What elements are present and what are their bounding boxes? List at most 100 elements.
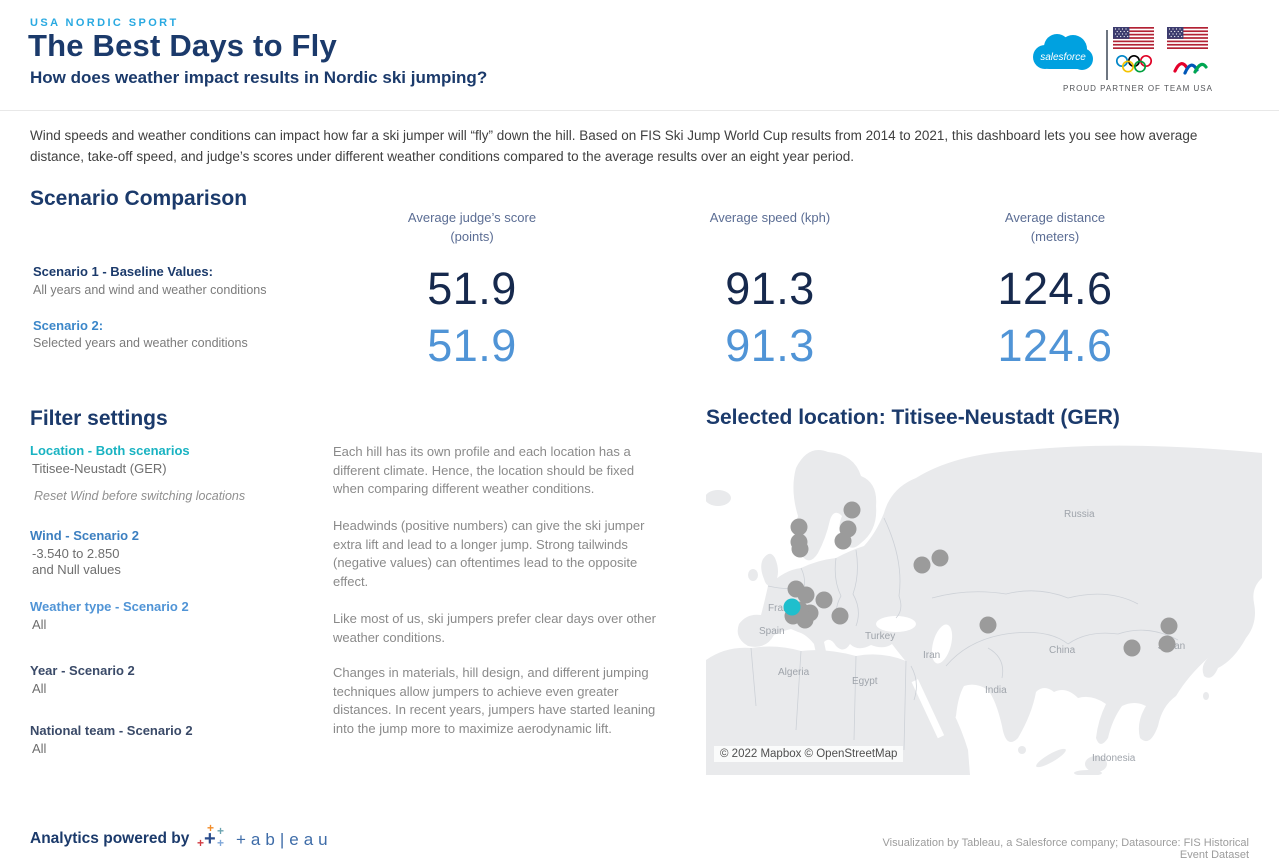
analytics-powered-by-label: Analytics powered by (30, 830, 190, 847)
map-country-label: Egypt (852, 676, 878, 687)
map-dots[interactable] (783, 501, 1178, 657)
scenario1-speed-value: 91.3 (725, 263, 815, 314)
partner-divider (1106, 30, 1108, 80)
brand-eyebrow: USA NORDIC SPORT (30, 17, 179, 29)
tableau-plus-orange: + (207, 821, 215, 835)
note-clear-days: Like most of us, ski jumpers prefer clea… (333, 611, 656, 645)
scenario2-label: Scenario 2: (33, 318, 104, 333)
location-dot[interactable] (815, 591, 833, 609)
map-land-british-isles (761, 553, 778, 586)
column-header-speed: Average speed (kph) (620, 208, 920, 227)
location-dot[interactable] (843, 501, 861, 519)
scenario1-label: Scenario 1 - Baseline Values: (33, 264, 213, 279)
filter-settings-heading: Filter settings (30, 407, 168, 430)
filter-weather-type-value[interactable]: All (32, 617, 47, 632)
tableau-plus-blue: + (217, 836, 225, 850)
scenario2-distance-value: 124.6 (997, 320, 1113, 371)
tableau-logo-icon: + + + + + (196, 821, 228, 856)
location-dot[interactable] (797, 586, 815, 604)
map-land-borneo (1085, 756, 1107, 772)
location-dot[interactable] (834, 532, 852, 550)
filter-national-team-value[interactable]: All (32, 741, 47, 756)
filter-wind-label[interactable]: Wind - Scenario 2 (30, 528, 139, 543)
tableau-plus-navy: + (204, 828, 216, 850)
partner-tagline: PROUD PARTNER OF TEAM USA (1063, 84, 1213, 93)
filter-wind-value[interactable]: -3.540 to 2.850 (32, 546, 120, 561)
map-land-java (1074, 770, 1102, 776)
column-header-line1: Average judge’s score (407, 210, 537, 225)
column-header-line2: (meters) (1030, 229, 1080, 244)
scenario2-description: Selected years and weather conditions (33, 336, 248, 350)
column-header-distance: Average distance (meters) (905, 208, 1205, 246)
footer-credit: Visualization by Tableau, a Salesforce c… (882, 837, 1249, 861)
scenario-comparison-heading: Scenario Comparison (30, 187, 248, 210)
location-dot[interactable] (1160, 617, 1178, 635)
map-country-label: China (1049, 645, 1076, 656)
salesforce-wordmark: salesforce (1040, 52, 1086, 63)
scenario1-distance-value: 124.6 (997, 263, 1113, 314)
us-flag-icon (1113, 27, 1154, 54)
map-land-taiwan (1203, 692, 1209, 700)
note-location: Each hill has its own profile and each l… (333, 444, 635, 496)
selected-location-heading: Selected location: Titisee-Neustadt (GER… (706, 406, 1120, 429)
location-dot[interactable] (979, 616, 997, 634)
map-black-sea (876, 616, 916, 632)
map-country-label: Turkey (865, 631, 895, 642)
filter-location-value[interactable]: Titisee-Neustadt (GER) (32, 461, 167, 476)
column-header-line1: Average distance (1004, 210, 1106, 225)
map-country-label: India (985, 685, 1007, 696)
location-dot[interactable] (931, 549, 949, 567)
map-attribution[interactable]: © 2022 Mapbox © OpenStreetMap (714, 746, 904, 762)
filter-reset-note: Reset Wind before switching locations (34, 489, 246, 503)
location-dot[interactable] (796, 611, 814, 629)
filter-weather-type-label[interactable]: Weather type - Scenario 2 (30, 599, 189, 614)
paralympic-agitos-icon (1172, 56, 1208, 83)
map-country-label: Iran (923, 650, 940, 661)
salesforce-logo-icon: salesforce (1030, 30, 1094, 78)
tableau-wordmark: +ab|eau (236, 830, 333, 849)
map-land-eurasia (737, 445, 1262, 744)
intro-paragraph: Wind speeds and weather conditions can i… (30, 128, 1198, 164)
map-land-sumatra (1036, 748, 1066, 768)
location-dot[interactable] (1158, 635, 1176, 653)
filter-national-team-label[interactable]: National team - Scenario 2 (30, 723, 193, 738)
tableau-plus-teal: + (217, 824, 225, 838)
column-header-line1: Average speed (kph) (709, 210, 831, 225)
map-country-label: Algeria (778, 667, 810, 678)
map-red-sea (911, 679, 945, 739)
map-land-ireland (748, 569, 758, 581)
map-caspian-sea (931, 624, 953, 664)
filter-wind-null-value[interactable]: and Null values (32, 562, 121, 577)
map-land-sri-lanka (1018, 746, 1026, 754)
map-country-label: Spain (759, 626, 785, 637)
filter-year-label[interactable]: Year - Scenario 2 (30, 663, 135, 678)
location-dot[interactable] (831, 607, 849, 625)
header-divider (0, 110, 1279, 111)
selected-location-dot[interactable] (783, 598, 801, 616)
note-materials: Changes in materials, hill design, and d… (333, 665, 656, 736)
scenario2-speed-value: 91.3 (725, 320, 815, 371)
filter-year-value[interactable]: All (32, 681, 47, 696)
page-subtitle: How does weather impact results in Nordi… (30, 68, 488, 87)
olympic-rings-icon (1115, 54, 1153, 79)
filter-location-label[interactable]: Location - Both scenarios (30, 443, 190, 458)
us-flag-icon (1167, 27, 1208, 54)
column-header-judge-score: Average judge’s score (points) (322, 208, 622, 246)
location-dot[interactable] (913, 556, 931, 574)
map-country-label: Russia (1064, 509, 1095, 520)
scenario2-judge-score-value: 51.9 (427, 320, 517, 371)
location-dot[interactable] (790, 518, 808, 536)
location-dot[interactable] (1123, 639, 1141, 657)
page-title: The Best Days to Fly (28, 28, 337, 63)
tableau-plus-red: + (197, 836, 205, 850)
map-canvas[interactable]: RussiaChinaIndiaIndonesiaJapanFranceSpai… (705, 438, 1262, 776)
location-map[interactable]: RussiaChinaIndiaIndonesiaJapanFranceSpai… (705, 438, 1262, 776)
scenario1-judge-score-value: 51.9 (427, 263, 517, 314)
location-dot[interactable] (791, 540, 809, 558)
note-headwinds: Headwinds (positive numbers) can give th… (333, 518, 645, 589)
map-land-iceland (705, 490, 731, 506)
map-country-label: Indonesia (1092, 753, 1136, 764)
column-header-line2: (points) (450, 229, 494, 244)
scenario1-description: All years and wind and weather condition… (33, 283, 267, 297)
